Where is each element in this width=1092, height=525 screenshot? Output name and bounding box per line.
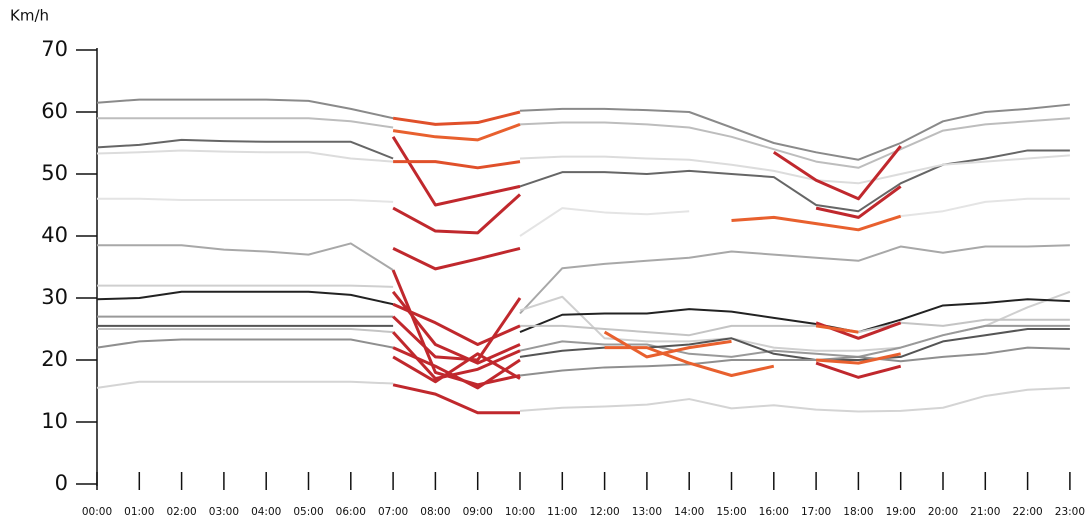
x-tick-label: 05:00 — [293, 506, 323, 518]
series-line — [97, 242, 1070, 315]
x-tick-label: 21:00 — [970, 506, 1000, 518]
x-tick-label: 20:00 — [928, 506, 958, 518]
y-tick-label: 50 — [41, 161, 68, 185]
series-line — [97, 318, 1070, 337]
series-line — [97, 117, 1070, 169]
series-line — [772, 145, 902, 201]
series-line — [731, 214, 902, 232]
series-line — [393, 160, 521, 170]
series-line — [392, 122, 521, 142]
series-line — [815, 185, 902, 219]
y-tick-label: 10 — [41, 409, 68, 433]
series-line — [96, 290, 1070, 334]
x-tick-label: 09:00 — [463, 506, 493, 518]
x-tick-label: 00:00 — [82, 506, 112, 518]
x-tick-label: 06:00 — [336, 506, 366, 518]
x-tick-label: 17:00 — [801, 506, 831, 518]
y-tick-label: 20 — [41, 347, 68, 371]
x-tick-label: 12:00 — [589, 506, 619, 518]
x-tick-label: 08:00 — [420, 506, 450, 518]
y-tick-label: 0 — [55, 471, 68, 495]
series-line — [391, 136, 521, 207]
x-tick-label: 16:00 — [759, 506, 789, 518]
y-tick-label: 40 — [41, 223, 68, 247]
series-line — [97, 197, 1070, 237]
x-tick-label: 13:00 — [632, 506, 662, 518]
x-tick-label: 07:00 — [378, 506, 408, 518]
series-line — [603, 330, 732, 359]
x-tick-label: 15:00 — [716, 506, 746, 518]
series-line — [815, 352, 902, 365]
x-tick-label: 14:00 — [674, 506, 704, 518]
y-tick-label: 60 — [41, 99, 68, 123]
y-tick-label: 70 — [41, 37, 68, 61]
series-line — [392, 246, 521, 271]
x-tick-label: 11:00 — [547, 506, 577, 518]
series-line — [392, 352, 521, 384]
series-line — [96, 338, 1070, 377]
series-line — [392, 383, 520, 415]
series-line — [392, 346, 521, 390]
series-line — [96, 98, 1071, 161]
series-line — [392, 302, 521, 346]
x-tick-label: 03:00 — [209, 506, 239, 518]
x-tick-label: 22:00 — [1012, 506, 1042, 518]
series-line — [392, 193, 522, 235]
y-axis-unit: Km/h — [10, 7, 49, 25]
series-line — [96, 138, 1070, 213]
x-tick-label: 04:00 — [251, 506, 281, 518]
series-line — [815, 361, 902, 379]
x-tick-label: 02:00 — [166, 506, 196, 518]
series-line — [392, 297, 522, 362]
series-line — [815, 324, 859, 334]
series-line — [97, 315, 1070, 358]
x-tick-label: 19:00 — [886, 506, 916, 518]
x-tick-label: 18:00 — [843, 506, 873, 518]
series-line — [96, 149, 1070, 185]
x-tick-label: 10:00 — [505, 506, 535, 518]
series-line — [96, 380, 1070, 413]
y-tick-label: 30 — [41, 285, 68, 309]
series-line — [392, 110, 521, 126]
x-tick-label: 23:00 — [1055, 506, 1085, 518]
series-line — [391, 290, 521, 365]
x-tick-label: 01:00 — [124, 506, 154, 518]
series-line — [604, 346, 775, 377]
